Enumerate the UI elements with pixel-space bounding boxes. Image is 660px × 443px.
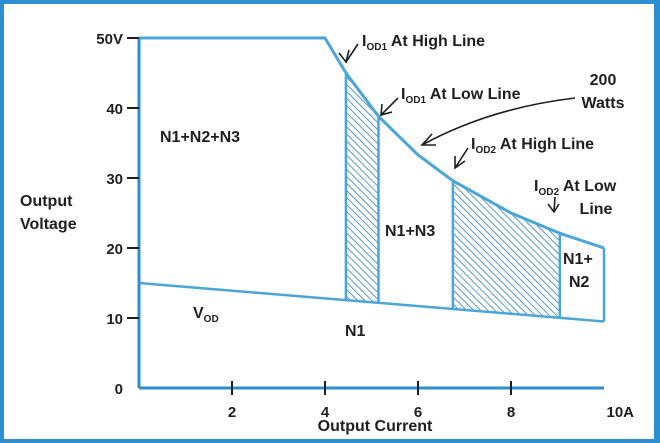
annotation-watts-unit: Watts — [582, 95, 625, 112]
annotation-iod1-high-line: IOD1 At High Line — [362, 33, 485, 53]
y-tick-label: 30 — [106, 171, 123, 188]
y-tick-label: 20 — [106, 241, 123, 258]
y-tick-label: 10 — [106, 311, 123, 328]
y-axis-label-line1: Output — [20, 193, 73, 210]
annotation-text: At High Line — [387, 33, 485, 50]
region-label-n1-n2-n3: N1+N2+N3 — [160, 129, 240, 146]
region-label-n1-n3: N1+N3 — [385, 223, 435, 240]
arrow-iod2-high — [455, 148, 468, 168]
annotation-subscript: OD1 — [366, 42, 387, 53]
annotation-watts-value: 200 — [590, 72, 617, 89]
x-tick-label: 8 — [507, 404, 515, 421]
annotation-iod2-low-line-2: Line — [580, 201, 613, 218]
annotation-text: At High Line — [496, 136, 594, 153]
annotation-subscript: OD2 — [475, 145, 496, 156]
vod-line-label: VOD — [193, 305, 219, 325]
arrowhead-iod2-high — [455, 156, 465, 168]
y-tick-label: 50V — [96, 31, 123, 48]
x-tick-label: 2 — [228, 404, 236, 421]
x-tick-label: 10A — [607, 404, 635, 421]
region-label-n1-n2-line1: N1+ — [563, 251, 593, 268]
annotation-text: At Low — [559, 178, 617, 195]
region-label-n1: N1 — [345, 323, 366, 340]
annotation-subscript: OD1 — [405, 95, 426, 106]
vod-main-text: V — [193, 305, 204, 322]
vod-subscript: OD — [204, 314, 219, 325]
x-axis-label: Output Current — [318, 418, 433, 435]
annotation-subscript: OD2 — [538, 187, 559, 198]
y-axis-label-line2: Voltage — [20, 216, 77, 233]
annotation-text: At Low Line — [426, 86, 521, 103]
annotation-iod1-low-line: IOD1 At Low Line — [401, 86, 521, 106]
hatched-region-2 — [453, 181, 560, 318]
annotation-iod2-low-line: IOD2 At Low — [534, 178, 617, 198]
region-label-n1-n2-line2: N2 — [569, 274, 590, 291]
y-tick-labels: 0 10 20 30 40 50V — [96, 31, 123, 398]
annotation-iod2-high-line: IOD2 At High Line — [471, 136, 594, 156]
y-tick-label: 0 — [115, 381, 123, 398]
y-tick-label: 40 — [106, 101, 123, 118]
